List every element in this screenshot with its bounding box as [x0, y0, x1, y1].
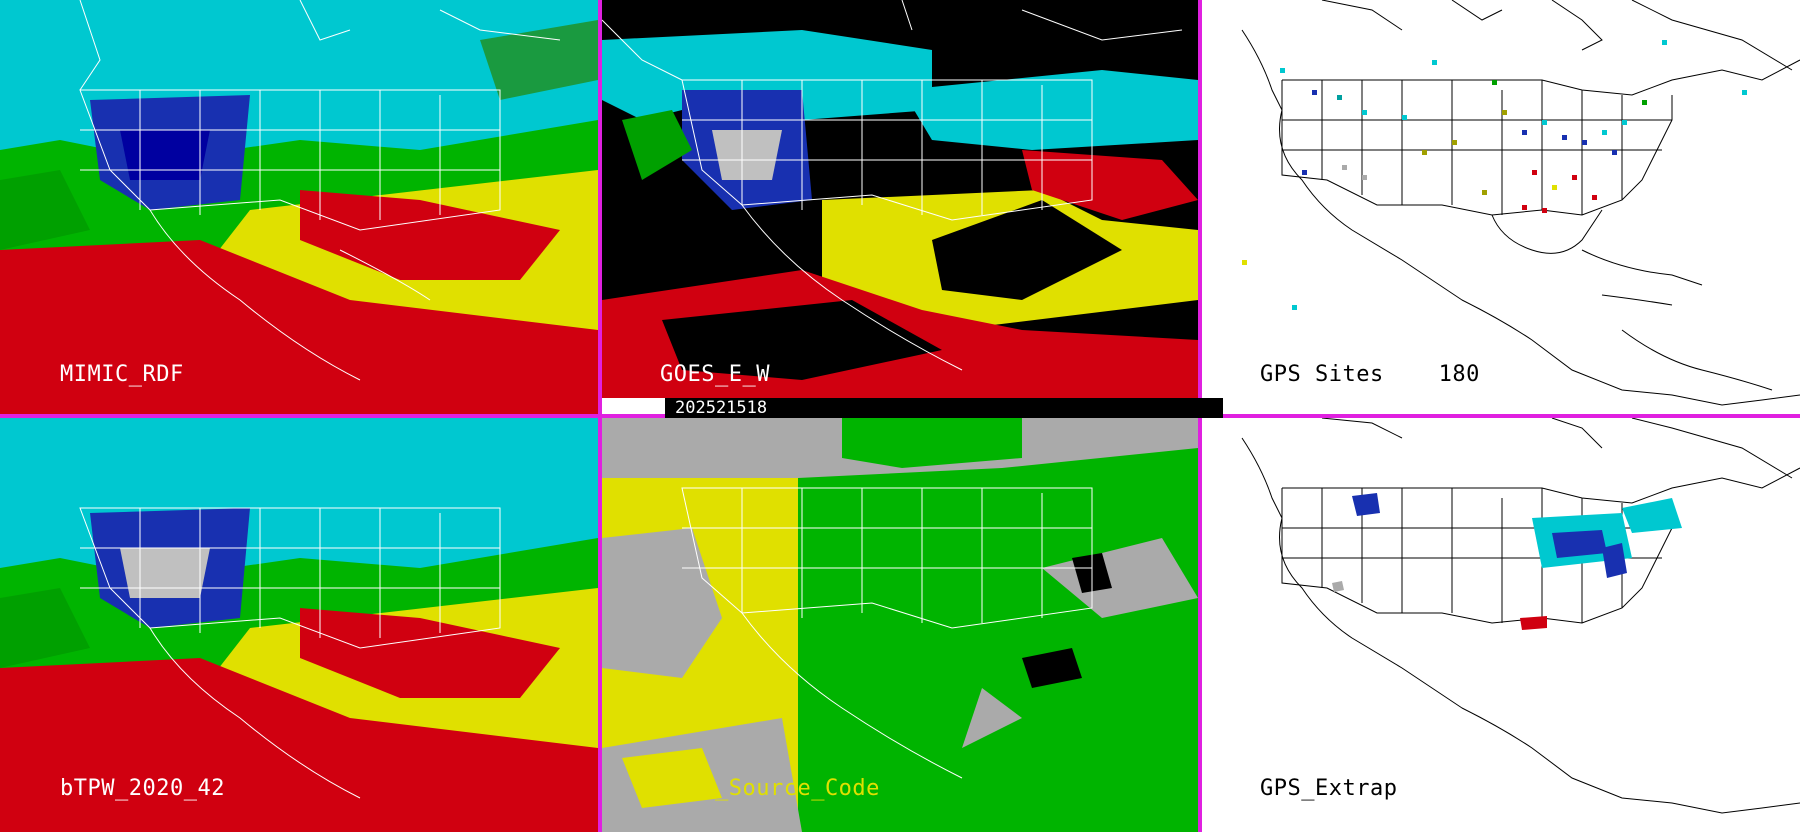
panel-goes-e-w: GOES_E_W	[602, 0, 1198, 398]
btpw-map	[0, 418, 598, 832]
gps-site-markers	[1242, 40, 1747, 310]
panel-label-gps-sites: GPS Sites 180	[1260, 362, 1480, 387]
data-source-code-map	[602, 418, 1198, 832]
panel-btpw: bTPW_2020_42	[0, 418, 598, 832]
panel-label-data-source-code: Data_Source_Code	[660, 776, 880, 801]
panel-gps-sites: GPS Sites 180	[1202, 0, 1800, 412]
panel-data-source-code: Data_Source_Code	[602, 418, 1198, 832]
panel-mimic-rdf: MIMIC_RDF	[0, 0, 598, 414]
gps-sites-map	[1241, 0, 1800, 406]
panel-label-goes-e-w: GOES_E_W	[660, 362, 770, 387]
timestamp-bar: 202521518	[665, 398, 1223, 418]
mimic-rdf-map	[0, 0, 598, 414]
panel-label-btpw: bTPW_2020_42	[60, 776, 225, 801]
panel-gps-extrap: GPS_Extrap	[1202, 418, 1800, 832]
goes-e-w-map	[602, 0, 1198, 398]
gps-extrap-areas	[1332, 493, 1682, 630]
gps-extrap-map	[1241, 418, 1800, 814]
panel-label-mimic-rdf: MIMIC_RDF	[60, 362, 184, 387]
panel-label-gps-extrap: GPS_Extrap	[1260, 776, 1398, 801]
